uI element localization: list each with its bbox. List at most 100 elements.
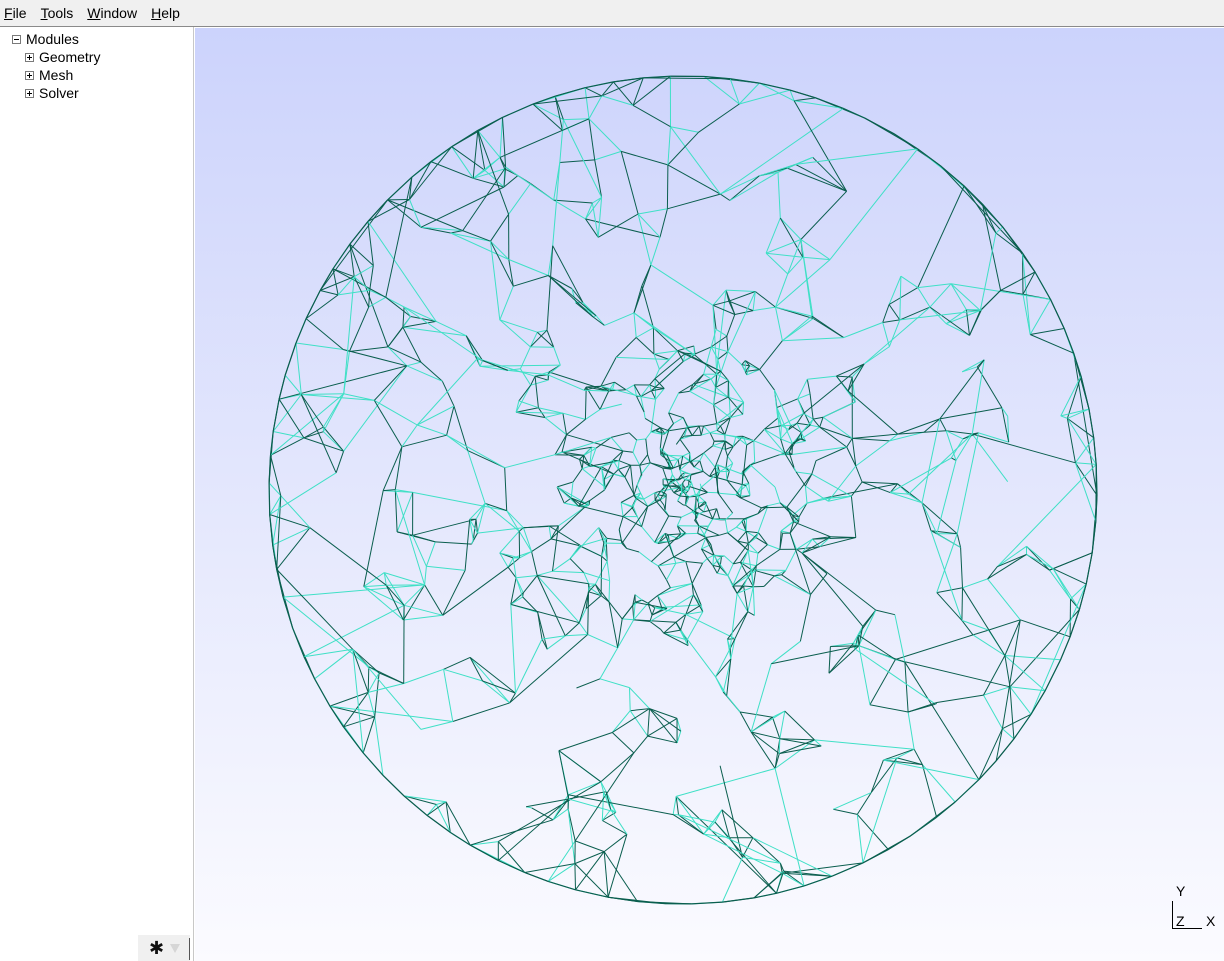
- mesh-edge: [782, 315, 813, 342]
- mesh-edge: [585, 218, 661, 238]
- expand-icon[interactable]: [25, 70, 34, 80]
- mesh-edge: [1001, 619, 1021, 729]
- mesh-edge: [685, 611, 703, 615]
- mesh-edge: [613, 469, 619, 475]
- mesh-edge: [630, 465, 635, 496]
- mesh-edge: [700, 425, 704, 436]
- mesh-edge: [787, 239, 802, 275]
- gear-icon[interactable]: ✱: [149, 938, 165, 958]
- mesh-edge: [908, 433, 973, 495]
- triangle-down-icon[interactable]: [170, 943, 181, 953]
- mesh-edge: [621, 543, 628, 549]
- mesh-boundary-edge: [1021, 252, 1036, 273]
- mesh-edge: [672, 814, 704, 835]
- mesh-edge: [651, 533, 682, 562]
- mesh-edge: [728, 300, 736, 315]
- mesh-edge: [412, 535, 427, 567]
- mesh-edge: [270, 393, 345, 456]
- mesh-edge: [335, 451, 345, 473]
- menu-window[interactable]: Window: [83, 0, 141, 27]
- mesh-edge: [611, 710, 631, 733]
- mesh-edge: [689, 452, 692, 462]
- mesh-edge: [554, 434, 567, 455]
- expand-icon[interactable]: [25, 52, 34, 62]
- mesh-edge: [758, 532, 768, 545]
- mesh-edge: [904, 661, 980, 780]
- mesh-edge: [660, 490, 667, 495]
- mesh-edge: [782, 872, 833, 877]
- mesh-edge: [676, 731, 682, 743]
- tree-item-label: Geometry: [39, 49, 101, 65]
- tree-item-modules[interactable]: Modules: [5, 30, 100, 48]
- mesh-edge: [715, 676, 728, 696]
- 3d-viewport[interactable]: Y Z X: [195, 28, 1224, 961]
- mesh-edge: [683, 426, 688, 437]
- mesh-edge: [776, 398, 798, 409]
- mesh-edge: [582, 302, 594, 318]
- mesh-edge: [779, 217, 804, 258]
- tree-item-geometry[interactable]: Geometry: [5, 48, 100, 66]
- mesh-edge: [750, 731, 780, 740]
- mesh-edge: [720, 107, 844, 195]
- mesh-edge: [649, 614, 653, 622]
- mesh-edge: [823, 483, 898, 499]
- mesh-edge: [300, 394, 324, 428]
- mesh-edge: [546, 245, 554, 331]
- mesh-edge: [767, 502, 781, 507]
- mesh-edge: [546, 330, 555, 348]
- mesh-edge: [585, 218, 599, 238]
- mesh-edge: [853, 642, 860, 647]
- mesh-edge: [822, 401, 856, 418]
- mesh-edge: [739, 562, 754, 588]
- menu-file[interactable]: File: [0, 0, 31, 27]
- mesh-edge: [667, 131, 699, 166]
- mesh-edge: [869, 659, 896, 706]
- mesh-edge: [469, 657, 484, 682]
- mesh-edge: [729, 638, 736, 649]
- mesh-edge: [615, 337, 637, 358]
- mesh-edge: [774, 768, 805, 887]
- mesh-edge: [788, 422, 798, 430]
- mesh-edge: [971, 433, 1009, 482]
- mesh-edge: [1020, 619, 1071, 638]
- mesh-edge: [272, 495, 282, 546]
- mesh-edge: [402, 306, 405, 328]
- mesh-edge: [387, 346, 422, 363]
- mesh-edge: [732, 550, 749, 587]
- tree-item-mesh[interactable]: Mesh: [5, 66, 100, 84]
- mesh-edge: [471, 539, 474, 545]
- mesh-edge: [748, 543, 759, 554]
- mesh-edge: [930, 530, 963, 621]
- mesh-edge: [499, 552, 509, 568]
- mesh-edge: [426, 801, 447, 816]
- mesh-edge: [598, 527, 607, 544]
- mesh-edge: [368, 296, 387, 308]
- mesh-edge: [445, 801, 471, 846]
- mesh-edge: [663, 632, 688, 641]
- mesh-edge: [532, 103, 563, 131]
- mesh-edge: [750, 731, 776, 769]
- menu-tools[interactable]: Tools: [37, 0, 78, 27]
- tree-item-solver[interactable]: Solver: [5, 84, 100, 102]
- mesh-edge: [284, 374, 302, 395]
- mesh-edge: [653, 353, 660, 370]
- mesh-edge: [899, 276, 902, 320]
- mesh-edge: [472, 519, 477, 540]
- mesh-edge: [602, 820, 628, 835]
- mesh-edge: [329, 705, 453, 722]
- mesh-edge: [678, 814, 781, 864]
- mesh-edge: [936, 592, 963, 621]
- menu-help-label: elp: [161, 4, 180, 21]
- mesh-edge: [713, 404, 731, 418]
- mesh-edge: [1029, 299, 1051, 335]
- mesh-edge: [796, 538, 813, 550]
- mesh-edge: [601, 809, 612, 821]
- mesh-edge: [858, 645, 871, 705]
- mesh-boundary-edge: [963, 185, 983, 205]
- menu-help[interactable]: Help: [147, 0, 184, 27]
- mesh-edge: [301, 394, 375, 401]
- collapse-icon[interactable]: [12, 34, 21, 44]
- expand-icon[interactable]: [25, 88, 34, 98]
- mesh-edge: [636, 438, 646, 441]
- mesh-edge: [795, 148, 918, 165]
